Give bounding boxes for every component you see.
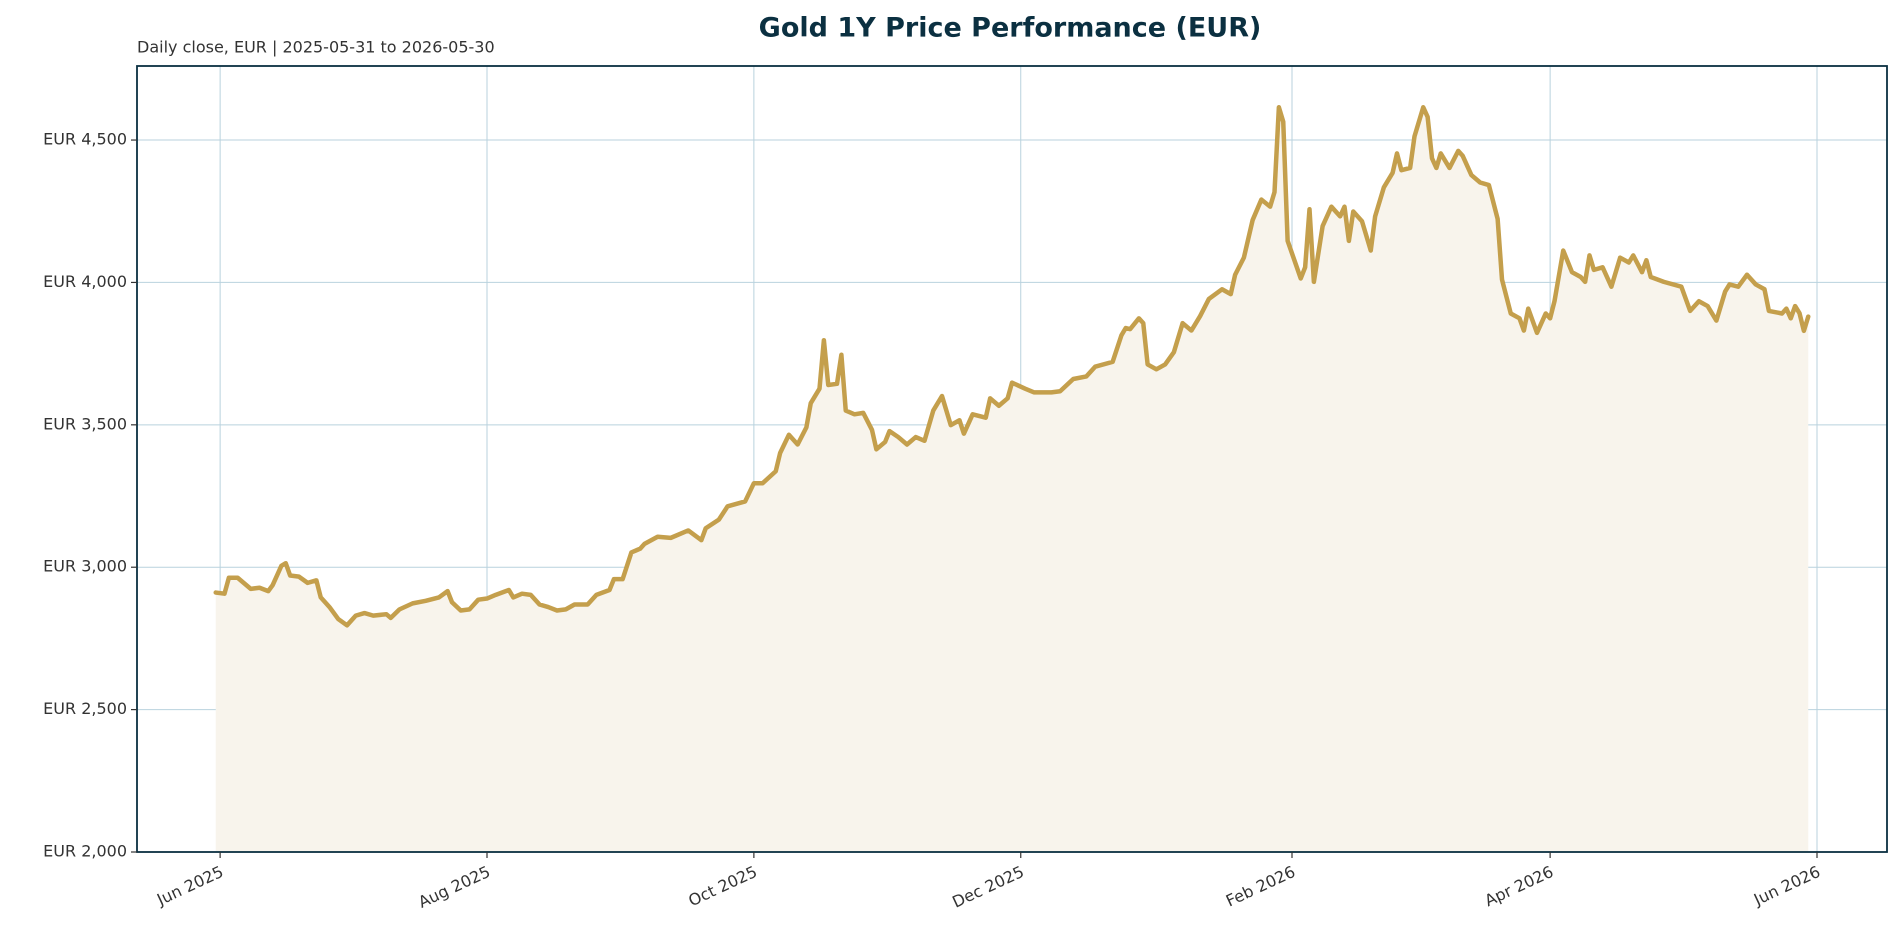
y-tick-label: EUR 3,000: [43, 557, 127, 576]
plot-frame: [136, 65, 1888, 853]
x-tick-label: Jun 2026: [1750, 862, 1823, 910]
y-tick-label: EUR 4,000: [43, 272, 127, 291]
y-tick-label: EUR 3,500: [43, 414, 127, 433]
y-tick-label: EUR 2,500: [43, 699, 127, 718]
x-tick-label: Jun 2025: [153, 862, 226, 910]
price-line: [213, 105, 1811, 628]
area-fill: [215, 107, 1809, 853]
chart-subtitle: Daily close, EUR | 2025-05-31 to 2026-05…: [137, 38, 495, 57]
y-tick-label: EUR 4,500: [43, 130, 127, 149]
plot-area: [213, 105, 1811, 853]
x-tick-label: Feb 2026: [1223, 862, 1298, 911]
chart-title: Gold 1Y Price Performance (EUR): [759, 13, 1262, 44]
x-tick-label: Aug 2025: [415, 862, 493, 912]
x-tick-label: Oct 2025: [685, 862, 760, 910]
x-tick-label: Apr 2026: [1482, 862, 1557, 910]
y-tick-label: EUR 2,000: [43, 842, 127, 861]
x-tick-label: Dec 2025: [949, 862, 1027, 912]
